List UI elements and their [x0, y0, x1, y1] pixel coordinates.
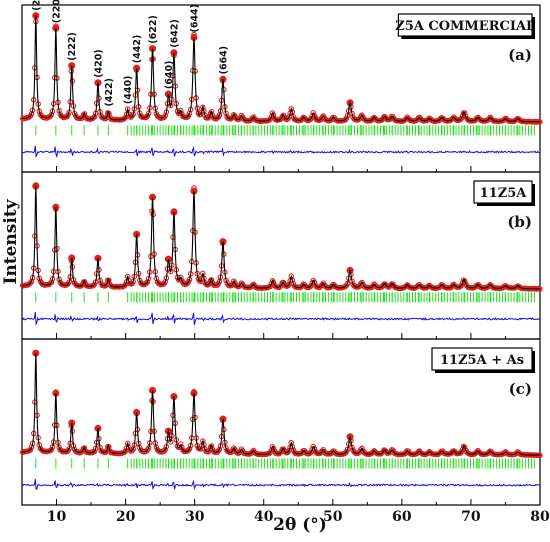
difference-series [21, 311, 541, 326]
x-tick-label: 50 [323, 509, 343, 525]
observed-point [65, 112, 71, 118]
observed-point [144, 279, 151, 285]
difference-series [21, 478, 541, 491]
x-tick-label: 70 [461, 509, 481, 525]
observed-point [144, 113, 151, 119]
observed-point [168, 439, 174, 445]
observed-point [91, 448, 98, 455]
observed-point [186, 446, 193, 452]
bragg-positions [35, 125, 535, 136]
observed-point [143, 280, 150, 286]
hkl-label: (200) [31, 0, 42, 11]
panel-ticks [56, 166, 541, 172]
bragg-positions [35, 458, 535, 469]
observed-point [288, 106, 294, 112]
panel-a: (200) (220) (222) (420)(422) (440) (442) (622)… [19, 0, 543, 173]
x-tick-label: 30 [185, 509, 205, 525]
panel-frame [21, 338, 541, 506]
observed-point [47, 280, 54, 286]
hkl-label: (440) [123, 76, 134, 105]
observed-point [458, 115, 465, 122]
hkl-label: (642) [169, 19, 180, 48]
panel-ticks [56, 333, 541, 339]
observed-point [461, 278, 468, 284]
x-axis: 10 20 30 40 50 60 70 80 [47, 509, 550, 525]
hkl-label: (640) [164, 61, 175, 90]
observed-point [460, 277, 467, 283]
observed-point [81, 111, 88, 117]
panel-tag: (b) [507, 213, 532, 231]
observed-point [81, 445, 88, 451]
observed-point [344, 446, 351, 453]
x-tick-label: 60 [392, 509, 412, 525]
panel-ticks [56, 499, 541, 505]
observed-point [121, 449, 128, 456]
x-tick-label: 40 [254, 509, 274, 525]
panel-tag: (a) [508, 46, 532, 64]
sample-name-box: Z5A COMMERCIAL [395, 13, 535, 39]
hkl-label: (422) [104, 78, 115, 107]
observed-point [48, 279, 55, 286]
observed-point [81, 278, 88, 285]
observed-point [168, 102, 174, 109]
observed-point [310, 110, 317, 116]
difference-series [21, 145, 541, 159]
observed-point [343, 115, 350, 121]
x-tick-label: 20 [116, 509, 136, 525]
hkl-label: (442) [132, 35, 143, 64]
sample-name: 11Z5A + As [440, 353, 524, 368]
calculated-series [21, 15, 540, 123]
observed-point [185, 113, 192, 119]
hkl-label: (644) [190, 4, 201, 33]
panels-layer: (200) (220) (222) (420)(422) (440) (442) (622)… [19, 0, 543, 506]
observed-point [177, 441, 184, 447]
sample-name-box: 11Z5A [473, 180, 535, 206]
observed-point [124, 106, 131, 112]
observed-point [48, 111, 55, 118]
observed-point [49, 444, 56, 450]
panel-tag: (c) [509, 380, 532, 398]
observed-point [145, 445, 152, 451]
panel-b: 11Z5A (b) [19, 171, 543, 340]
observed-point [27, 447, 34, 453]
x-tick-label: 80 [530, 509, 550, 525]
calculated-series [21, 186, 541, 290]
x-tick-label: 10 [47, 509, 67, 525]
sample-name: Z5A COMMERCIAL [395, 19, 535, 34]
observed-point [177, 274, 184, 281]
panel-c: 11Z5A + As (c) [19, 338, 543, 506]
observed-point [66, 279, 72, 285]
observed-point [130, 111, 136, 118]
y-axis-title: Intensity [1, 198, 21, 284]
hkl-label: (664) [219, 46, 230, 75]
bragg-positions [35, 292, 535, 303]
hkl-label: (420) [94, 49, 105, 78]
observed-point [91, 114, 98, 120]
observed-point [145, 110, 152, 117]
observed-point [162, 446, 168, 453]
hkl-label: (622) [148, 15, 159, 44]
observed-series [19, 182, 543, 292]
hkl-label: (222) [67, 32, 78, 61]
hkl-label: (220) [51, 0, 62, 23]
observed-point [344, 112, 351, 119]
x-axis-title: 2θ (°) [273, 515, 327, 535]
observed-point [206, 113, 213, 120]
observed-point [461, 444, 468, 450]
calculated-series [21, 353, 540, 456]
observed-point [177, 107, 184, 114]
sample-name: 11Z5A [480, 186, 528, 201]
observed-point [208, 277, 215, 283]
observed-point [203, 281, 209, 287]
observed-point [48, 446, 55, 453]
observed-point [121, 115, 128, 122]
observed-point [162, 112, 168, 119]
observed-point [186, 276, 193, 283]
sample-name-box: 11Z5A + As [431, 347, 535, 373]
observed-point [277, 283, 283, 290]
